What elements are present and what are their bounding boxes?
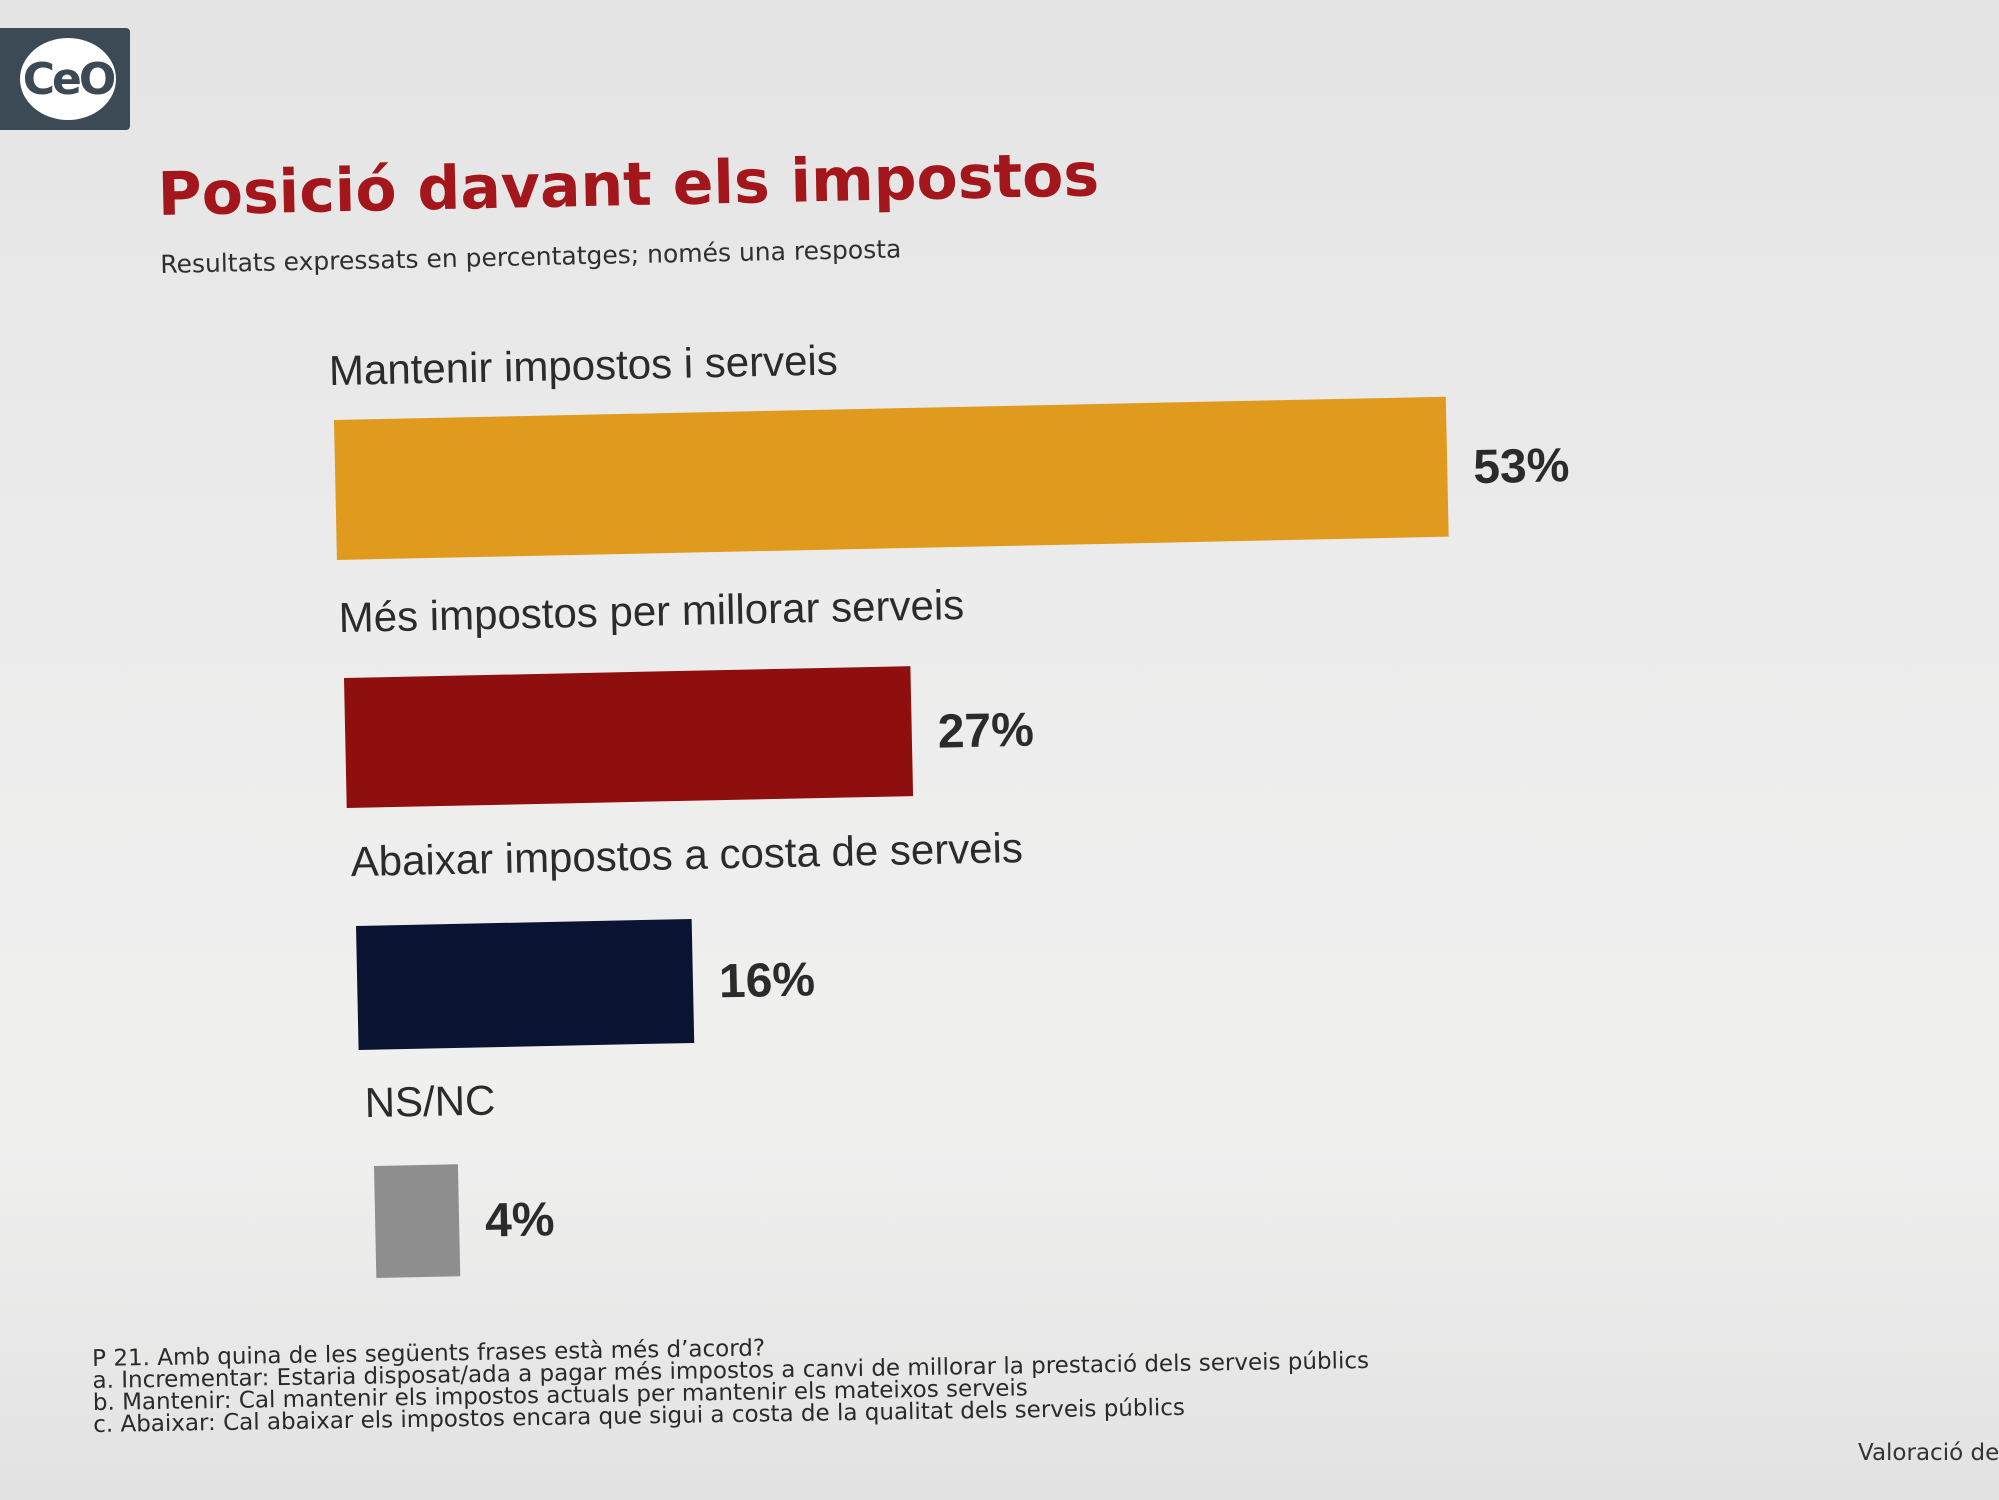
bar-mes-impostos [343,666,914,808]
value-label-ns-nc: 4% [485,1193,555,1247]
value-label-abaixar: 16% [718,953,815,1008]
corner-note: Valoració de [1858,1440,1999,1466]
value-label-mes-impostos: 27% [937,704,1034,759]
category-label-mes-impostos: Més impostos per millorar serveis [338,581,964,641]
category-label-mantenir: Mantenir impostos i serveis [328,336,838,394]
logo-text: CeO [22,53,117,105]
bar-group-abaixar: Abaixar impostos a costa de serveis 16% [350,824,1023,1050]
category-label-ns-nc: NS/NC [364,1076,496,1126]
bar-group-ns-nc: NS/NC 4% [364,1076,555,1278]
question-footnote: P 21. Amb quina de les següents frases e… [92,1328,1370,1438]
category-label-abaixar: Abaixar impostos a costa de serveis [350,824,1023,885]
bar-abaixar [355,918,695,1050]
value-label-mantenir: 53% [1473,439,1570,494]
bar-ns-nc [374,1164,461,1278]
logo-badge: CeO [20,38,116,120]
bar-mantenir [333,396,1449,560]
bar-group-mantenir: Mantenir impostos i serveis 53% [328,336,1570,560]
ceo-logo: CeO [0,28,130,130]
bar-group-mes-impostos: Més impostos per millorar serveis 27% [338,581,1034,808]
